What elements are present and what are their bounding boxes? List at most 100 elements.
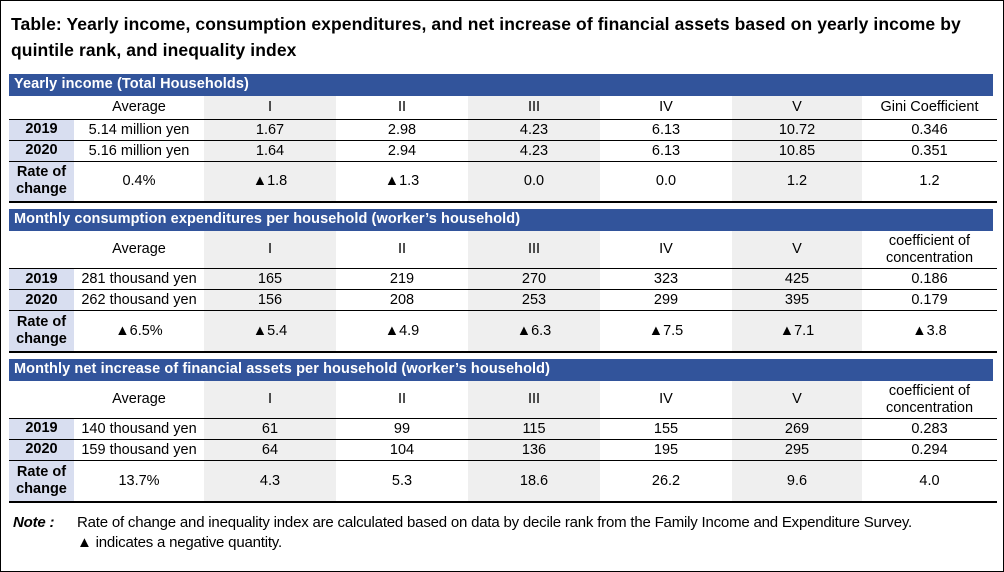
column-header: Average [74, 96, 204, 120]
data-cell: 61 [204, 418, 336, 441]
tables-area: Yearly income (Total Households) Average I… [9, 74, 997, 503]
table-section: Monthly net increase of financial assets… [9, 358, 997, 503]
data-cell: 1.67 [204, 119, 336, 141]
data-cell: 0.179 [862, 289, 997, 312]
data-cell: 9.6 [732, 460, 862, 503]
data-cell: 4.0 [862, 460, 997, 503]
note-body: Rate of change and inequality index are … [77, 513, 912, 553]
column-header: I [204, 380, 336, 420]
data-cell: ▲6.5% [74, 310, 204, 353]
data-cell: 0.4% [74, 161, 204, 203]
column-header: V [732, 231, 862, 270]
column-header: IV [600, 380, 732, 420]
data-cell: 5.3 [336, 460, 468, 503]
page-title: Table: Yearly income, consumption expend… [11, 14, 961, 60]
data-cell: 5.14 million yen [74, 119, 204, 141]
data-cell: 395 [732, 289, 862, 312]
data-cell: 136 [468, 439, 600, 462]
data-cell: 281 thousand yen [74, 268, 204, 291]
section-title-bar: Yearly income (Total Households) [9, 74, 993, 96]
data-cell: ▲5.4 [204, 310, 336, 353]
column-header: coefficient of concentration [862, 380, 997, 420]
column-header: V [732, 380, 862, 420]
data-cell: 140 thousand yen [74, 418, 204, 441]
section-title-bar: Monthly net increase of financial assets… [9, 358, 993, 381]
data-table: Average I II III IV V Gini Coefficient 2019 5.14… [9, 96, 997, 203]
data-cell: 270 [468, 268, 600, 291]
data-cell: 208 [336, 289, 468, 312]
data-cell: 269 [732, 418, 862, 441]
data-cell: 6.13 [600, 140, 732, 162]
column-header: II [336, 231, 468, 270]
data-cell: 2.94 [336, 140, 468, 162]
column-header: Gini Coefficient [862, 96, 997, 120]
data-cell: 1.64 [204, 140, 336, 162]
note-label: Note : [13, 513, 55, 531]
row-label: 2020 [9, 140, 74, 162]
column-header: IV [600, 231, 732, 270]
column-header: coefficient of concentration [862, 231, 997, 270]
data-cell: 4.23 [468, 119, 600, 141]
column-header: III [468, 96, 600, 120]
data-cell: 1.2 [732, 161, 862, 203]
data-cell: ▲7.5 [600, 310, 732, 353]
data-cell: ▲3.8 [862, 310, 997, 353]
data-cell: 0.0 [468, 161, 600, 203]
data-cell: 0.0 [600, 161, 732, 203]
data-cell: 115 [468, 418, 600, 441]
column-header: I [204, 231, 336, 270]
column-header: III [468, 231, 600, 270]
data-cell: 425 [732, 268, 862, 291]
table-section: Monthly consumption expenditures per hou… [9, 209, 997, 353]
column-header: III [468, 380, 600, 420]
data-cell: 0.283 [862, 418, 997, 441]
data-cell: 195 [600, 439, 732, 462]
column-header: Average [74, 231, 204, 270]
data-cell: 0.346 [862, 119, 997, 141]
data-cell: ▲4.9 [336, 310, 468, 353]
data-cell: ▲1.8 [204, 161, 336, 203]
row-label: 2020 [9, 439, 74, 462]
note: Note : Rate of change and inequality ind… [13, 513, 995, 553]
data-cell: 0.351 [862, 140, 997, 162]
row-label: Rate of change [9, 161, 74, 203]
data-cell: 299 [600, 289, 732, 312]
note-line-2: ▲ indicates a negative quantity. [77, 533, 282, 551]
row-label: 2019 [9, 268, 74, 291]
data-cell: 1.2 [862, 161, 997, 203]
data-cell: 4.23 [468, 140, 600, 162]
data-cell: 13.7% [74, 460, 204, 503]
row-label: Rate of change [9, 310, 74, 353]
row-label: Rate of change [9, 460, 74, 503]
data-cell: 155 [600, 418, 732, 441]
data-cell: 0.186 [862, 268, 997, 291]
data-cell: 295 [732, 439, 862, 462]
column-header: I [204, 96, 336, 120]
column-header: II [336, 380, 468, 420]
column-header: Average [74, 380, 204, 420]
section-title-bar: Monthly consumption expenditures per hou… [9, 209, 993, 231]
row-label: 2019 [9, 119, 74, 141]
data-cell: ▲7.1 [732, 310, 862, 353]
column-header: V [732, 96, 862, 120]
data-cell: 99 [336, 418, 468, 441]
data-cell: ▲6.3 [468, 310, 600, 353]
data-cell: 219 [336, 268, 468, 291]
data-cell: 253 [468, 289, 600, 312]
data-cell: 165 [204, 268, 336, 291]
data-cell: 18.6 [468, 460, 600, 503]
column-header [9, 231, 74, 270]
data-cell: 0.294 [862, 439, 997, 462]
data-cell: 104 [336, 439, 468, 462]
data-cell: 159 thousand yen [74, 439, 204, 462]
note-line-1: Rate of change and inequality index are … [77, 513, 913, 531]
row-label: 2020 [9, 289, 74, 312]
data-cell: 323 [600, 268, 732, 291]
data-cell: 5.16 million yen [74, 140, 204, 162]
data-cell: 10.85 [732, 140, 862, 162]
data-cell: 26.2 [600, 460, 732, 503]
data-cell: 2.98 [336, 119, 468, 141]
